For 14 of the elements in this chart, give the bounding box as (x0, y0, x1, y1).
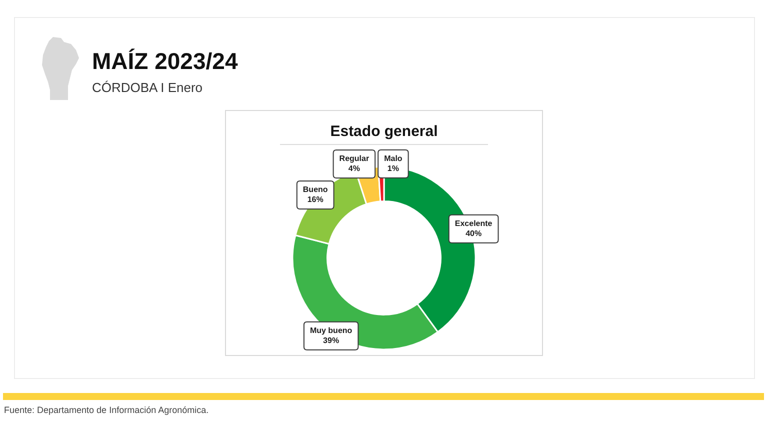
data-label: 39% (323, 336, 340, 346)
data-label: 1% (387, 164, 399, 174)
chart-title: MAÍZ 2023/24 (92, 48, 238, 74)
slice-label: Excelente (454, 219, 493, 228)
slice-label: Regular (339, 154, 370, 164)
data-label: 4% (348, 164, 360, 174)
text: Estado general (329, 123, 439, 140)
slice-label: Bueno (302, 185, 328, 194)
slice-label: Malo (384, 154, 402, 164)
text: CÓRDOBA I Enero (92, 80, 203, 95)
data-label: 40% (466, 229, 482, 238)
data-label: 16% (307, 195, 324, 204)
source-note: Fuente: Departamento de Información Agronómica. (4, 405, 209, 415)
slice-label: Muy bueno (310, 326, 352, 336)
